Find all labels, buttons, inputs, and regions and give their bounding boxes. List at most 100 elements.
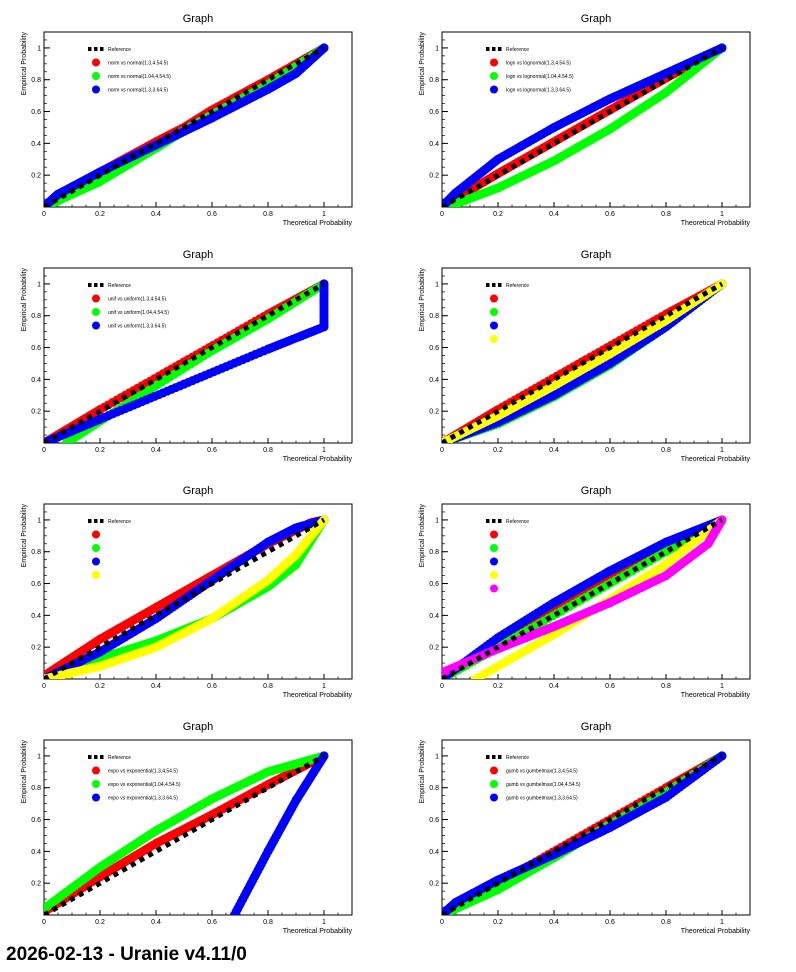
series-black xyxy=(442,281,724,443)
y-tick-label: 0.4 xyxy=(31,849,41,856)
x-tick-label: 0.8 xyxy=(661,919,671,926)
x-tick-label: 0.8 xyxy=(263,683,273,690)
chart-svg: Graph 0 0.2 0.4 0.6 0.8 1 0.2 0.4 0.6 0.8 1 Theoreti… xyxy=(419,721,751,935)
x-tick-label: 0.4 xyxy=(549,683,559,690)
y-tick-label: 1 xyxy=(37,281,41,288)
y-axis-label: Empirical Probability xyxy=(419,740,426,804)
x-tick-label: 0.2 xyxy=(95,211,105,218)
x-tick-label: 0.4 xyxy=(549,447,559,454)
y-tick-label: 0.8 xyxy=(31,549,41,556)
legend-label: Reference xyxy=(108,755,131,761)
y-tick-label: 0.6 xyxy=(31,817,41,824)
x-axis-label: Theoretical Probability xyxy=(283,928,353,935)
chart-svg: Graph 0 0.2 0.4 0.6 0.8 1 0.2 0.4 0.6 0.8 1 Theoreti… xyxy=(419,485,751,699)
legend-marker xyxy=(490,780,498,788)
x-tick-label: 0.2 xyxy=(95,683,105,690)
series-blue xyxy=(229,751,329,915)
legend-label: Reference xyxy=(506,47,529,53)
legend-marker xyxy=(92,780,100,788)
series-blue xyxy=(442,751,727,915)
series-green xyxy=(44,751,329,914)
chart-title: Graph xyxy=(183,249,214,261)
y-tick-label: 1 xyxy=(37,517,41,524)
chart-title: Graph xyxy=(581,249,612,261)
x-tick-label: 0.6 xyxy=(605,919,615,926)
x-axis-label: Theoretical Probability xyxy=(681,220,751,227)
x-tick-label: 0 xyxy=(42,683,46,690)
x-tick-label: 0.4 xyxy=(151,919,161,926)
x-tick-label: 0.8 xyxy=(661,683,671,690)
legend-label: logn vs lognormal(1.3,3.64.5) xyxy=(506,88,571,94)
x-tick-label: 0.2 xyxy=(95,919,105,926)
x-tick-label: 1 xyxy=(720,211,724,218)
y-axis-label: Empirical Probability xyxy=(419,32,426,96)
chart-title: Graph xyxy=(581,13,612,25)
x-tick-label: 0.8 xyxy=(263,919,273,926)
y-tick-label: 1 xyxy=(37,753,41,760)
y-tick-label: 0.8 xyxy=(31,313,41,320)
y-tick-label: 0.6 xyxy=(429,817,439,824)
series-black xyxy=(442,45,724,207)
y-tick-label: 0.4 xyxy=(31,141,41,148)
chart-title: Graph xyxy=(581,485,612,497)
legend-marker xyxy=(92,321,100,330)
legend-label: Reference xyxy=(506,755,529,761)
x-axis-label: Theoretical Probability xyxy=(283,220,353,227)
x-tick-label: 1 xyxy=(322,683,326,690)
legend: Reference norm vs normal(1.3,4.54.5) norm … xyxy=(88,47,171,94)
legend-marker xyxy=(490,571,498,579)
legend-marker xyxy=(490,294,498,303)
x-tick-label: 0.2 xyxy=(493,447,503,454)
legend-label: Reference xyxy=(506,283,529,289)
reference-line xyxy=(44,517,326,679)
reference-line xyxy=(442,517,724,679)
plot-area xyxy=(44,43,329,207)
chart-title: Graph xyxy=(183,13,214,25)
legend-label: expo vs exponential(1.04,4.54.5) xyxy=(108,782,181,788)
legend-marker xyxy=(490,72,498,80)
y-tick-label: 0.4 xyxy=(429,377,439,384)
legend-label: unif vs uniform(1.04,4.54.5) xyxy=(108,310,169,316)
series-black xyxy=(44,45,326,207)
y-axis-label: Empirical Probability xyxy=(21,268,28,332)
x-tick-label: 0.4 xyxy=(151,447,161,454)
chart-panel-4: Graph 0 0.2 0.4 0.6 0.8 1 0.2 0.4 0.6 0.8 1 Theoreti… xyxy=(398,236,796,472)
legend-marker xyxy=(490,557,498,566)
legend-marker xyxy=(92,766,100,775)
series-black xyxy=(442,753,724,915)
plot-area xyxy=(44,751,329,915)
chart-panel-2: Graph 0 0.2 0.4 0.6 0.8 1 0.2 0.4 0.6 0.8 1 Theoreti… xyxy=(398,0,796,236)
legend-label: logn vs lognormal(1.3,4.54.5) xyxy=(506,61,571,67)
y-tick-label: 1 xyxy=(37,45,41,52)
legend-marker xyxy=(490,335,498,343)
legend-marker xyxy=(490,584,498,593)
legend-marker xyxy=(490,544,498,552)
y-axis-label: Empirical Probability xyxy=(21,32,28,96)
footer-version: 2026-02-13 - Uranie v4.11/0 xyxy=(6,944,247,965)
chart-panel-8: Graph 0 0.2 0.4 0.6 0.8 1 0.2 0.4 0.6 0.8 1 Theoreti… xyxy=(398,708,796,944)
chart-panel-5: Graph 0 0.2 0.4 0.6 0.8 1 0.2 0.4 0.6 0.8 1 Theoreti… xyxy=(0,472,398,708)
x-tick-label: 0 xyxy=(42,447,46,454)
series-yellow xyxy=(44,515,329,679)
x-tick-label: 0.8 xyxy=(661,447,671,454)
y-tick-label: 1 xyxy=(435,753,439,760)
y-tick-label: 1 xyxy=(435,281,439,288)
chart-title: Graph xyxy=(183,721,214,733)
legend-label: gumb vs gumbelmax(1.3,3.64.5) xyxy=(506,796,578,802)
x-tick-label: 0.4 xyxy=(549,919,559,926)
chart-panel-7: Graph 0 0.2 0.4 0.6 0.8 1 0.2 0.4 0.6 0.8 1 Theoreti… xyxy=(0,708,398,944)
legend-label: norm vs normal(1.3,4.54.5) xyxy=(108,61,168,67)
x-axis-label: Theoretical Probability xyxy=(681,928,751,935)
plot-area xyxy=(442,279,727,443)
x-tick-label: 0.6 xyxy=(207,683,217,690)
series-black xyxy=(44,281,326,443)
chart-svg: Graph 0 0.2 0.4 0.6 0.8 1 0.2 0.4 0.6 0.8 1 Theoreti… xyxy=(21,485,353,699)
y-axis-label: Empirical Probability xyxy=(21,740,28,804)
legend: Reference xyxy=(88,519,131,579)
x-axis-label: Theoretical Probability xyxy=(283,456,353,463)
y-tick-label: 0.2 xyxy=(429,173,439,180)
y-tick-label: 0.4 xyxy=(429,613,439,620)
x-tick-label: 0.6 xyxy=(605,211,615,218)
y-tick-label: 0.8 xyxy=(429,313,439,320)
x-tick-label: 0.8 xyxy=(661,211,671,218)
